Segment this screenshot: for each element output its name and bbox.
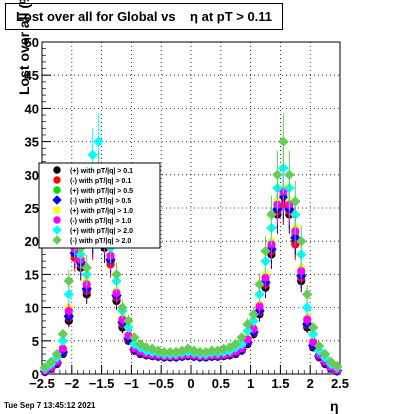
legend-marker <box>53 216 61 224</box>
y-tick-label: 0 <box>32 367 39 382</box>
data-point <box>123 315 134 327</box>
data-point <box>272 169 283 181</box>
y-tick-label: 10 <box>25 301 39 316</box>
y-tick-label: 45 <box>25 68 39 83</box>
y-tick-label: 30 <box>25 168 39 183</box>
data-point <box>261 273 270 282</box>
y-tick-label: 20 <box>25 234 39 249</box>
data-point <box>303 315 312 324</box>
legend-marker <box>53 206 61 214</box>
y-axis-label: Lost over all (%) <box>16 0 32 95</box>
data-point <box>39 362 51 373</box>
x-tick-label: 2.5 <box>331 376 349 391</box>
x-tick-label: −2 <box>64 376 79 391</box>
data-point <box>260 245 271 257</box>
y-tick-label: 5 <box>32 334 39 349</box>
legend-marker <box>52 235 62 245</box>
data-point <box>319 348 331 360</box>
legend-label: (-) with pT/|q| > 0.1 <box>70 178 131 185</box>
data-point <box>278 136 289 147</box>
data-point <box>51 348 63 360</box>
legend-marker <box>52 225 62 235</box>
x-tick-label: 1 <box>247 376 254 391</box>
data-point <box>58 344 67 353</box>
legend-label: (-) with pT/|q| > 1.0 <box>70 218 131 225</box>
x-tick-label: −0.5 <box>148 376 174 391</box>
legend-marker <box>53 166 61 174</box>
data-point <box>266 209 277 220</box>
data-point <box>57 328 69 340</box>
x-tick-label: −1 <box>124 376 139 391</box>
data-point <box>284 169 295 181</box>
data-point <box>117 302 128 313</box>
data-point <box>296 235 307 247</box>
data-point <box>290 196 301 207</box>
y-tick-label: 40 <box>25 101 39 116</box>
legend-label: (-) with pT/|q| > 2.0 <box>70 238 131 245</box>
data-point <box>331 360 343 372</box>
x-tick-label: 0.5 <box>212 376 230 391</box>
data-point <box>302 289 313 300</box>
x-tick-label: −1.5 <box>89 376 115 391</box>
data-point <box>242 318 253 330</box>
data-point <box>45 356 57 368</box>
data-point <box>57 335 69 347</box>
data-point <box>63 289 75 300</box>
legend-label: (+) with pT/|q| > 0.5 <box>70 188 133 195</box>
legend-marker <box>52 195 62 205</box>
data-point <box>63 275 75 287</box>
data-point <box>307 328 319 340</box>
data-point <box>123 322 134 333</box>
data-point <box>254 279 265 290</box>
y-tick-label: 15 <box>25 267 39 282</box>
legend-label: (+) with pT/|q| > 1.0 <box>70 208 133 215</box>
data-point <box>87 149 98 161</box>
timestamp: Tue Sep 7 13:45:12 2021 <box>4 401 96 410</box>
data-point <box>111 269 122 280</box>
x-tick-label: 0 <box>187 376 194 391</box>
y-tick-label: 50 <box>25 35 39 50</box>
x-tick-label: 1.5 <box>271 376 289 391</box>
legend-label: (+) with pT/|q| > 2.0 <box>70 228 133 235</box>
legend: (+) with pT/|q| > 0.1 (-) with pT/|q| > 0… <box>38 162 161 249</box>
x-tick-label: 2 <box>307 376 314 391</box>
chart-title: Lost over all for Global vs η at pT > 0.… <box>5 3 283 30</box>
data-point <box>93 136 104 147</box>
x-tick-label: −2.5 <box>29 376 55 391</box>
data-point <box>248 309 259 320</box>
data-point <box>64 306 73 316</box>
data-point <box>81 262 92 273</box>
y-tick-label: 35 <box>25 135 39 150</box>
legend-marker <box>53 186 61 194</box>
legend-marker <box>53 176 61 184</box>
data-point <box>242 325 253 337</box>
legend-box <box>38 162 161 249</box>
legend-label: (+) with pT/|q| > 0.1 <box>70 168 133 175</box>
data-point <box>325 356 337 368</box>
data-point <box>307 322 319 333</box>
y-tick-label: 25 <box>25 201 39 216</box>
data-point <box>230 338 241 350</box>
data-point <box>302 302 313 313</box>
data-point <box>129 332 140 343</box>
data-point <box>313 340 325 352</box>
x-axis-label: η <box>330 398 339 414</box>
legend-label: (-) with pT/|q| > 0.5 <box>70 198 131 205</box>
data-point <box>236 332 247 343</box>
